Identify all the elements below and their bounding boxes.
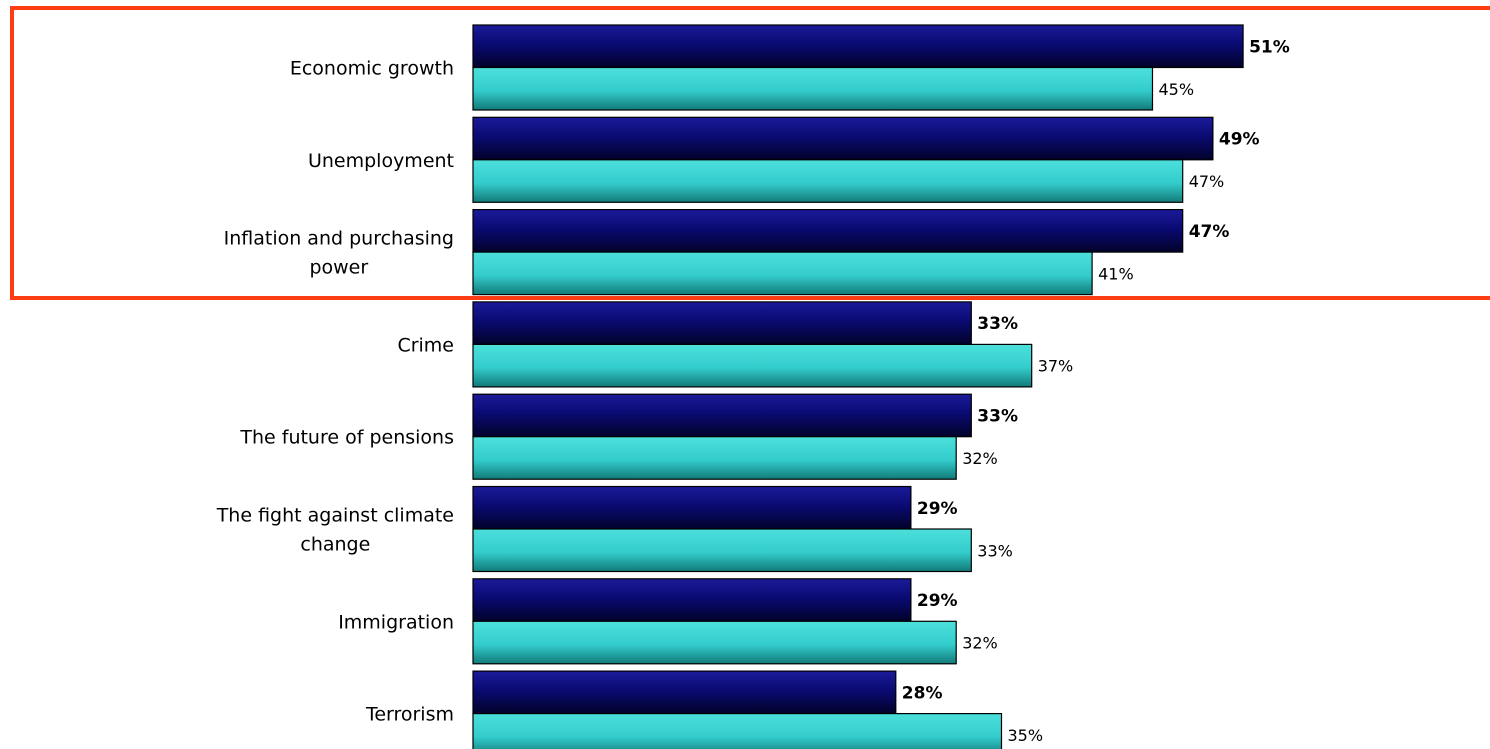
bar-terrorism-series-2 <box>473 714 1002 749</box>
bar-crime-series-1 <box>473 302 971 345</box>
bar-terrorism-series-1 <box>473 671 896 714</box>
value-label-economic-growth-series-1: 51% <box>1249 37 1290 57</box>
bar-economic-growth-series-2 <box>473 68 1153 111</box>
value-label-immigration-series-1: 29% <box>917 591 958 611</box>
value-label-terrorism-series-1: 28% <box>902 683 943 703</box>
value-label-inflation-and-purchasing-power-series-1: 47% <box>1189 222 1230 242</box>
bar-the-future-of-pensions-series-2 <box>473 437 956 480</box>
value-label-immigration-series-2: 32% <box>962 634 998 653</box>
bars-layer <box>473 25 1243 749</box>
category-label-crime: Crime <box>397 334 454 356</box>
value-label-the-fight-against-climate-change-series-1: 29% <box>917 499 958 519</box>
bar-immigration-series-1 <box>473 579 911 622</box>
category-label-terrorism: Terrorism <box>365 704 454 726</box>
category-label-immigration: Immigration <box>338 611 454 633</box>
value-label-the-future-of-pensions-series-1: 33% <box>977 406 1018 426</box>
bar-unemployment-series-2 <box>473 160 1183 203</box>
bar-economic-growth-series-1 <box>473 25 1243 68</box>
bar-the-fight-against-climate-change-series-1 <box>473 487 911 530</box>
value-label-inflation-and-purchasing-power-series-2: 41% <box>1098 264 1134 283</box>
category-label-unemployment: Unemployment <box>308 150 454 172</box>
value-label-economic-growth-series-2: 45% <box>1159 80 1195 99</box>
category-label-the-future-of-pensions: The future of pensions <box>239 427 454 449</box>
value-label-crime-series-2: 37% <box>1038 357 1074 376</box>
bar-the-future-of-pensions-series-1 <box>473 394 971 437</box>
value-label-unemployment-series-2: 47% <box>1189 172 1225 191</box>
value-label-the-fight-against-climate-change-series-2: 33% <box>977 541 1013 560</box>
category-label-economic-growth: Economic growth <box>290 58 454 80</box>
bar-crime-series-2 <box>473 344 1032 387</box>
bar-unemployment-series-1 <box>473 117 1213 160</box>
value-label-crime-series-1: 33% <box>977 314 1018 334</box>
bar-immigration-series-2 <box>473 621 956 664</box>
value-label-unemployment-series-1: 49% <box>1219 130 1260 150</box>
bar-inflation-and-purchasing-power-series-2 <box>473 252 1092 295</box>
bar-inflation-and-purchasing-power-series-1 <box>473 210 1183 253</box>
bar-the-fight-against-climate-change-series-2 <box>473 529 971 572</box>
value-label-the-future-of-pensions-series-2: 32% <box>962 449 998 468</box>
category-label-the-fight-against-climate-change: The fight against climate change <box>216 505 454 556</box>
category-label-inflation-and-purchasing-power: Inflation and purchasing power <box>224 228 454 279</box>
value-label-terrorism-series-2: 35% <box>1008 726 1044 745</box>
